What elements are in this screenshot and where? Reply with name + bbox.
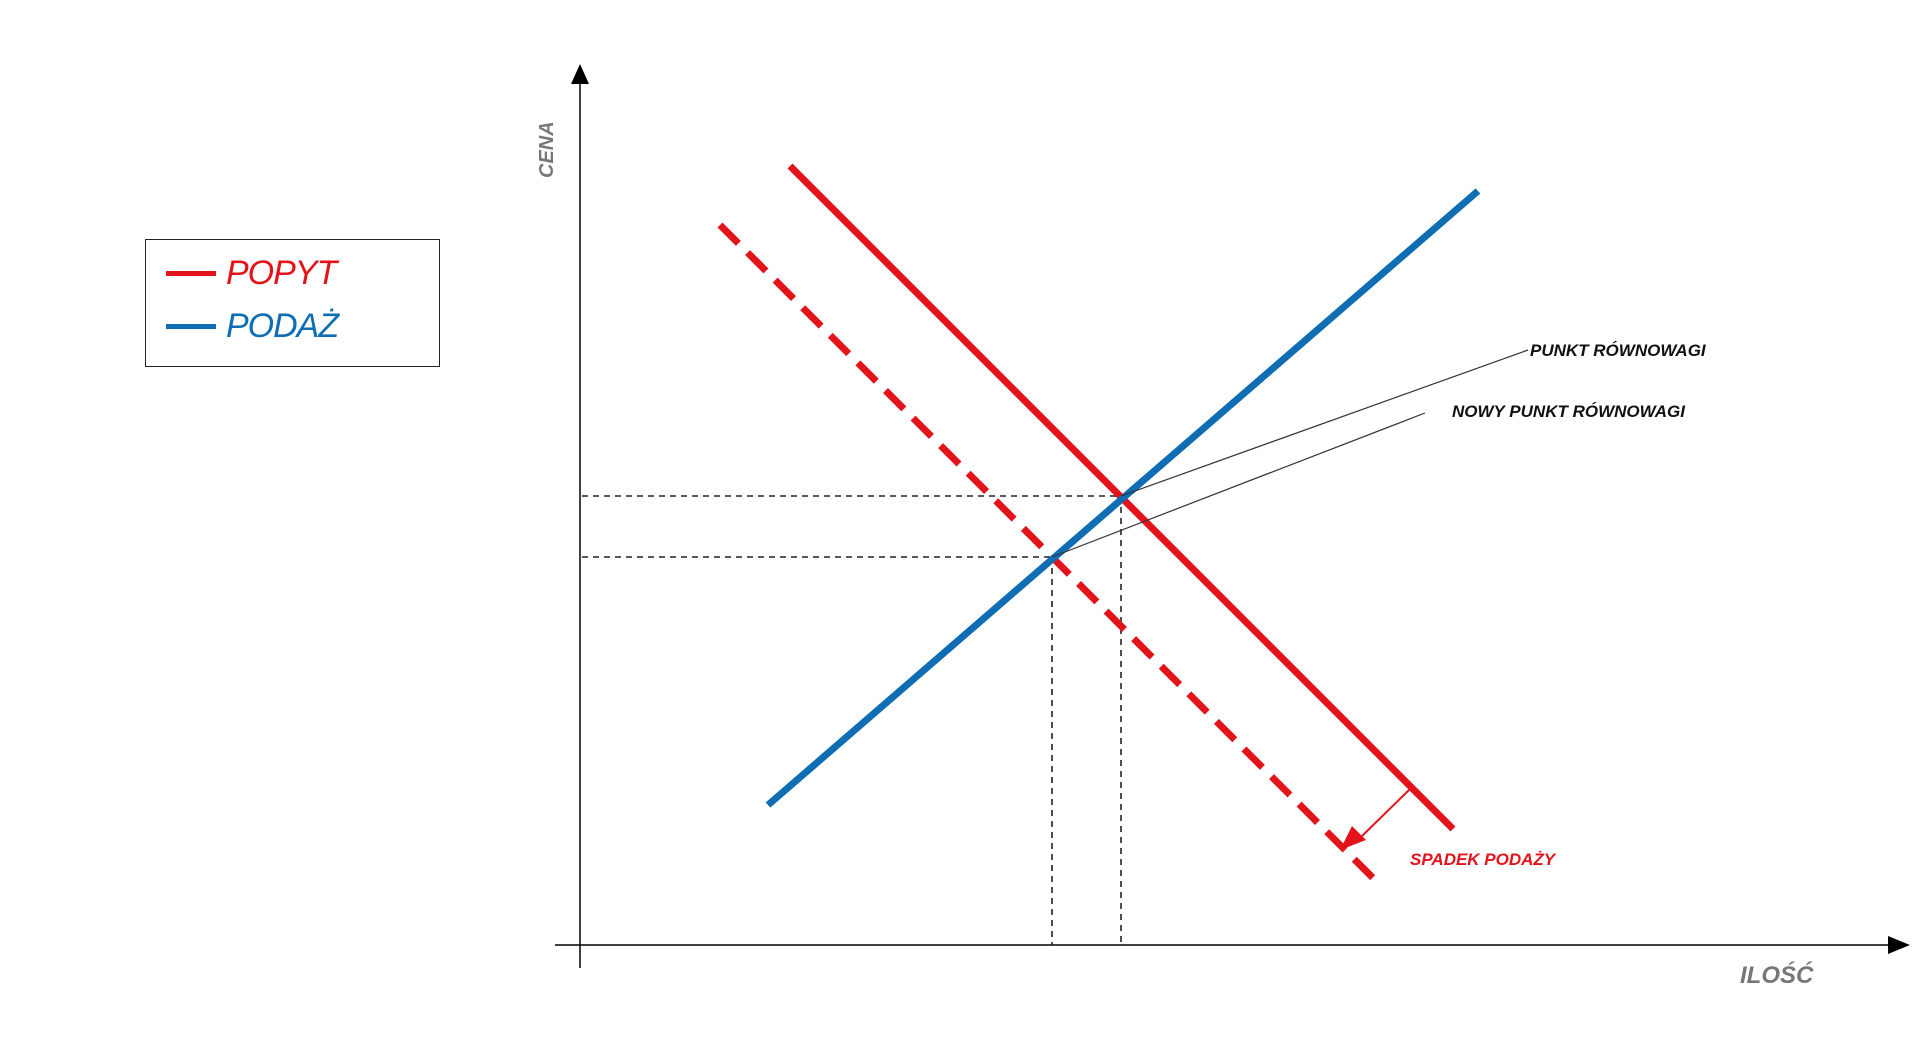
shift-arrow	[1340, 788, 1411, 850]
legend-label-demand: POPYT	[226, 253, 337, 292]
x-axis-label: ILOŚĆ	[1740, 961, 1814, 989]
supply-decrease-label: SPADEK PODAŻY	[1410, 850, 1557, 869]
leader-new-equilibrium	[1051, 412, 1426, 558]
axes	[555, 64, 1910, 968]
legend-swatch-demand	[166, 270, 216, 276]
guide-lines	[582, 495, 1122, 945]
legend: POPYT PODAŻ	[145, 239, 440, 367]
y-axis-label: CENA	[536, 121, 558, 178]
legend-item-demand: POPYT	[166, 253, 337, 293]
legend-swatch-supply	[166, 323, 216, 329]
equilibrium-label: PUNKT RÓWNOWAGI	[1530, 341, 1707, 360]
legend-label-supply: PODAŻ	[226, 306, 339, 345]
annotation-leaders	[1051, 349, 1529, 558]
demand-curve-shifted	[717, 222, 1383, 888]
legend-item-supply: PODAŻ	[166, 306, 339, 346]
leader-equilibrium	[1120, 349, 1529, 497]
shift-arrow-shaft	[1359, 788, 1411, 839]
supply-curve	[765, 188, 1481, 808]
x-axis-arrowhead	[1888, 936, 1910, 954]
curves	[717, 163, 1481, 888]
y-axis-arrowhead	[571, 64, 589, 84]
new-equilibrium-label: NOWY PUNKT RÓWNOWAGI	[1452, 402, 1686, 421]
shift-arrow-head	[1340, 826, 1366, 850]
